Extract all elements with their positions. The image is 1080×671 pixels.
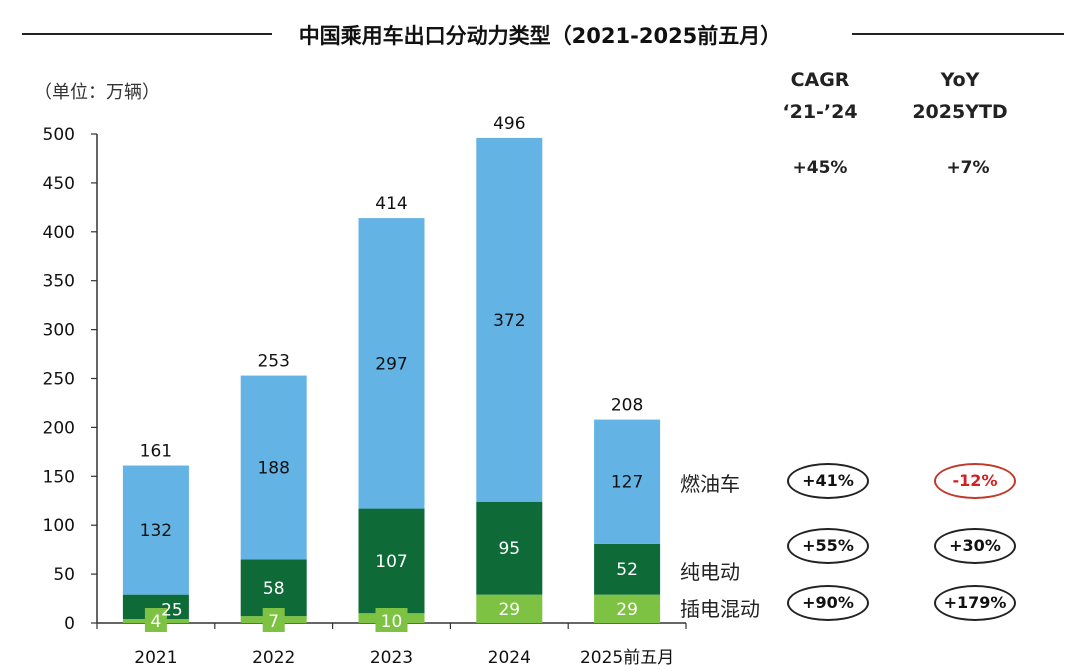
data-label-phev-box: [375, 608, 408, 632]
bar-segment-phev: [594, 594, 661, 623]
data-label-phev-box: [144, 608, 167, 632]
title-rule-left: [22, 33, 272, 35]
data-label-bev: 25: [161, 600, 183, 620]
title-row: 中国乘用车出口分动力类型（2021-2025前五月）: [0, 14, 1080, 54]
total-cagr: +45%: [792, 158, 848, 178]
chart-title-text: 中国乘用车出口分动力类型（2021-2025前五月）: [288, 24, 792, 48]
data-label-ice: 297: [375, 354, 407, 374]
x-tick-label: 2021: [134, 648, 177, 668]
y-tick-label: 450: [43, 174, 75, 194]
data-label-bev: 58: [263, 579, 285, 599]
y-tick-label: 200: [43, 418, 75, 438]
yoy-ice-oval: -12%: [934, 463, 1016, 499]
y-tick-label: 350: [43, 272, 75, 292]
legend-phev: 插电混动: [680, 597, 760, 621]
cagr-header-line2: ‘21-’24: [782, 101, 858, 123]
bar-segment-bev: [476, 501, 543, 595]
bar-segment-bev: [594, 543, 661, 595]
bar-segment-ice: [240, 375, 307, 560]
total-label: 496: [493, 114, 525, 134]
bar-segment-ice: [358, 218, 425, 509]
data-label-ice: 127: [611, 473, 643, 493]
data-label-ice: 188: [257, 458, 289, 478]
data-label-phev: 10: [381, 612, 403, 632]
total-label: 161: [140, 442, 172, 462]
y-tick-label: 250: [43, 370, 75, 390]
y-tick-label: 400: [43, 223, 75, 243]
y-tick-label: 100: [43, 516, 75, 536]
bar-segment-ice: [476, 137, 543, 502]
yoy-header-line2: 2025YTD: [912, 101, 1008, 123]
data-label-bev: 52: [616, 560, 638, 580]
data-label-phev: 29: [498, 600, 520, 620]
y-tick-label: 0: [64, 614, 75, 634]
data-label-bev: 107: [375, 552, 407, 572]
bar-segment-ice: [122, 465, 189, 595]
data-label-bev: 95: [498, 539, 520, 559]
yoy-header-line1: YoY: [940, 69, 980, 91]
y-tick-label: 500: [43, 125, 75, 145]
y-tick-label: 300: [43, 321, 75, 341]
x-tick-label: 2024: [488, 648, 531, 668]
data-label-phev: 7: [268, 612, 279, 632]
yoy-header: YoY 2025YTD: [900, 64, 1020, 128]
cagr-phev-oval: +90%: [787, 585, 869, 621]
legend-ice: 燃油车: [680, 472, 740, 496]
data-label-phev-box: [262, 608, 285, 632]
total-label: 208: [611, 396, 643, 416]
x-tick-label: 2022: [252, 648, 295, 668]
chart-title: 中国乘用车出口分动力类型（2021-2025前五月）: [0, 20, 1080, 50]
total-yoy: +7%: [946, 158, 990, 178]
cagr-ice-oval: +41%: [787, 463, 869, 499]
yoy-bev-oval: +30%: [934, 528, 1016, 564]
unit-label: （单位：万辆）: [34, 82, 160, 103]
cagr-bev-oval: +55%: [787, 528, 869, 564]
data-label-phev: 29: [616, 600, 638, 620]
total-label: 253: [257, 352, 289, 372]
bar-segment-bev: [240, 559, 307, 617]
y-tick-label: 50: [53, 565, 75, 585]
y-tick-label: 150: [43, 467, 75, 487]
data-label-phev: 4: [150, 612, 161, 632]
cagr-header: CAGR ‘21-’24: [760, 64, 880, 128]
x-tick-label: 2023: [370, 648, 413, 668]
bar-segment-ice: [594, 419, 661, 544]
data-label-ice: 372: [493, 311, 525, 331]
title-rule-right: [852, 33, 1064, 35]
bar-segment-phev: [476, 594, 543, 623]
data-label-ice: 132: [140, 521, 172, 541]
legend-bev: 纯电动: [680, 560, 740, 584]
x-tick-label: 2025前五月: [580, 648, 674, 668]
yoy-phev-oval: +179%: [934, 585, 1016, 621]
cagr-header-line1: CAGR: [790, 69, 850, 91]
bar-segment-bev: [358, 508, 425, 614]
total-label: 414: [375, 194, 407, 214]
